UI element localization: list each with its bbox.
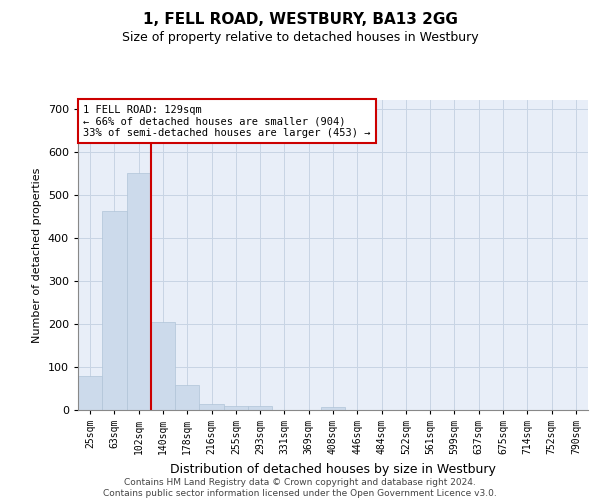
- Text: 1 FELL ROAD: 129sqm
← 66% of detached houses are smaller (904)
33% of semi-detac: 1 FELL ROAD: 129sqm ← 66% of detached ho…: [83, 104, 371, 138]
- Bar: [175, 386, 199, 410]
- Text: 1, FELL ROAD, WESTBURY, BA13 2GG: 1, FELL ROAD, WESTBURY, BA13 2GG: [143, 12, 457, 28]
- Bar: [224, 406, 248, 410]
- Bar: [321, 406, 345, 410]
- Bar: [199, 404, 224, 410]
- Bar: [127, 173, 151, 410]
- Bar: [102, 211, 127, 410]
- Text: Size of property relative to detached houses in Westbury: Size of property relative to detached ho…: [122, 31, 478, 44]
- Bar: [248, 406, 272, 410]
- Text: Contains HM Land Registry data © Crown copyright and database right 2024.
Contai: Contains HM Land Registry data © Crown c…: [103, 478, 497, 498]
- Y-axis label: Number of detached properties: Number of detached properties: [32, 168, 42, 342]
- X-axis label: Distribution of detached houses by size in Westbury: Distribution of detached houses by size …: [170, 462, 496, 475]
- Bar: [78, 376, 102, 410]
- Bar: [151, 322, 175, 410]
